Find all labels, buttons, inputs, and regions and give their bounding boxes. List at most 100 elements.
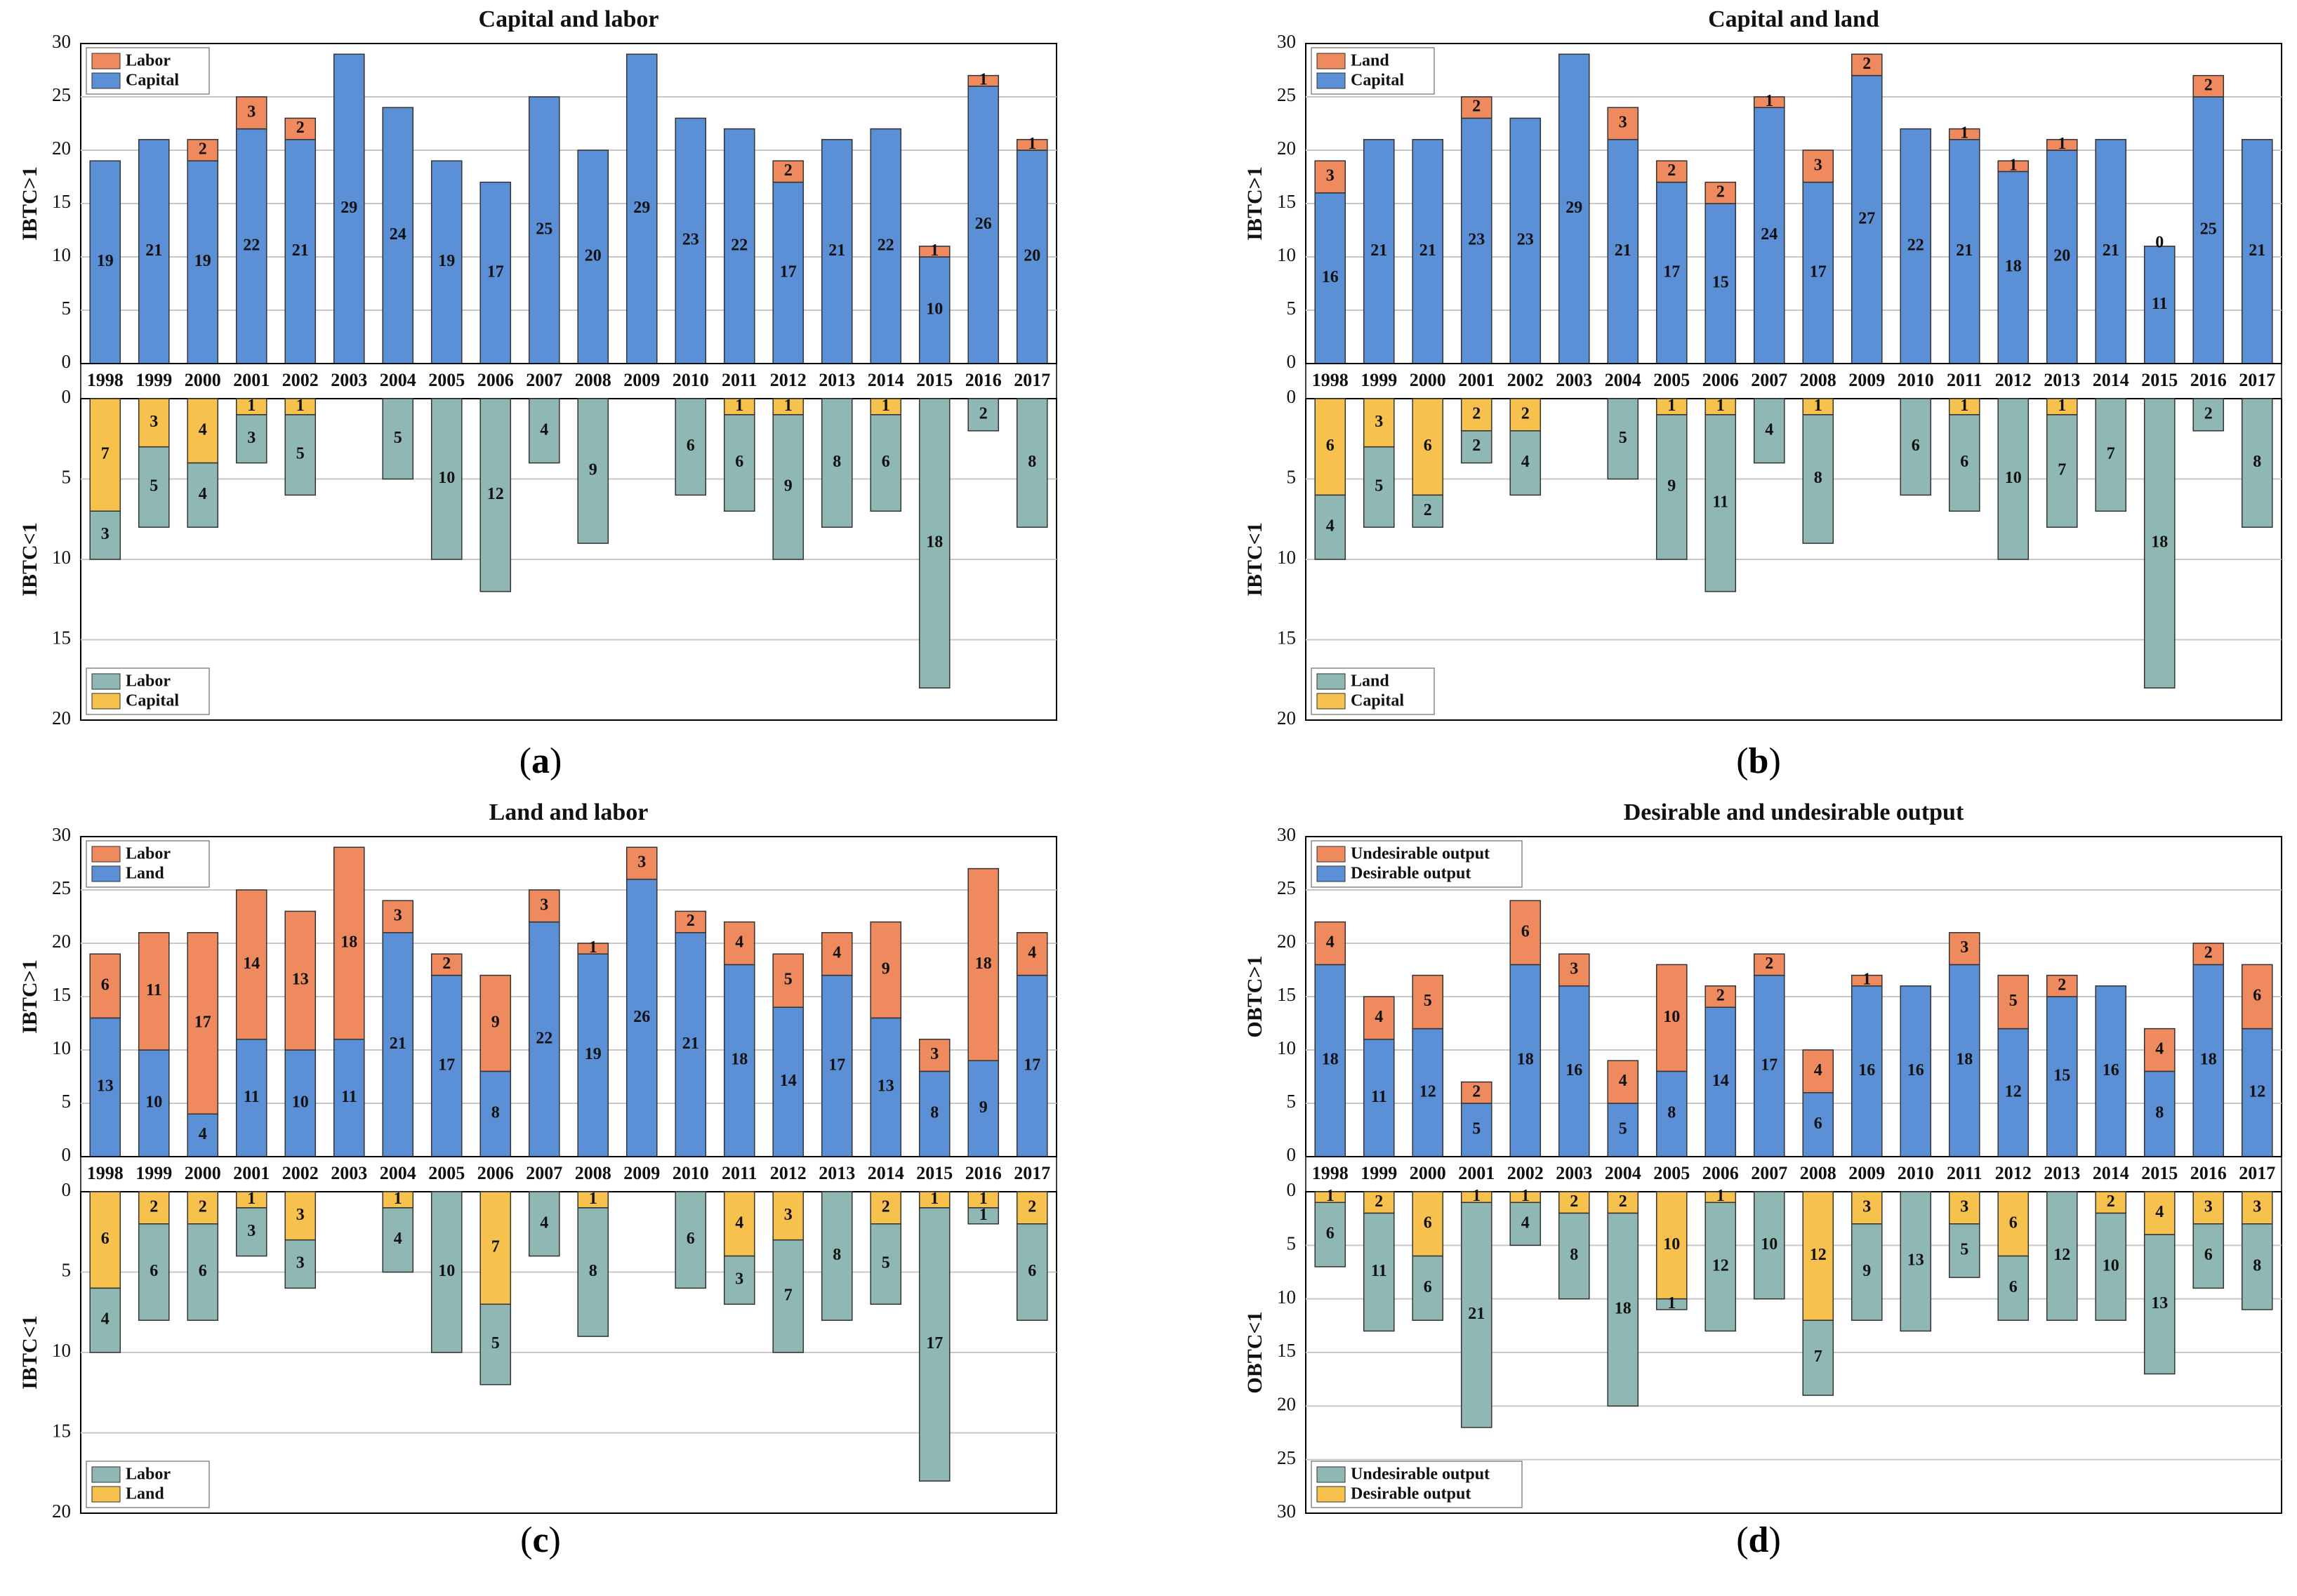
bottom-axis-label: IBTC<1 bbox=[18, 522, 41, 596]
bottom-stack-value-label: 4 bbox=[735, 1213, 743, 1232]
bottom-bar-land bbox=[284, 1191, 317, 1241]
bottom-bar-value-label: 3 bbox=[247, 429, 256, 447]
bottom-bar-value-label: 9 bbox=[589, 461, 597, 479]
bottom-bar-value-label: 6 bbox=[1960, 453, 1968, 471]
x-axis-band bbox=[80, 363, 1057, 399]
top-tick-label: 30 bbox=[52, 824, 71, 845]
x-tick-label: 2008 bbox=[575, 370, 611, 390]
bottom-bar-value-label: 4 bbox=[394, 1230, 402, 1248]
bottom-legend bbox=[1311, 1461, 1523, 1508]
top-legend-label: Capital bbox=[1351, 72, 1404, 90]
top-bar-undesirable-output bbox=[1363, 996, 1395, 1040]
x-tick-label: 2017 bbox=[1014, 370, 1050, 390]
bottom-bar-labor bbox=[430, 1191, 463, 1353]
bottom-stack-value-label: 6 bbox=[1424, 437, 1432, 455]
bottom-bar-undesirable-output bbox=[1509, 1202, 1542, 1246]
x-tick-label: 2017 bbox=[2239, 370, 2275, 390]
bottom-bar-value-label: 6 bbox=[1424, 1278, 1432, 1296]
bottom-bar-value-label: 10 bbox=[438, 1262, 455, 1280]
bottom-tick-label: 10 bbox=[1277, 1286, 1296, 1308]
x-tick-label: 2001 bbox=[233, 370, 270, 390]
bottom-bar-land bbox=[89, 1191, 121, 1289]
top-tick-label: 10 bbox=[52, 244, 71, 265]
x-tick-label: 2003 bbox=[331, 1163, 367, 1183]
bottom-stack-value-label: 10 bbox=[1663, 1235, 1680, 1253]
bottom-legend-label: Labor bbox=[126, 672, 171, 691]
top-legend-swatch bbox=[91, 846, 121, 863]
bottom-bar-land bbox=[1363, 446, 1395, 528]
bottom-bar-land bbox=[1412, 494, 1444, 528]
x-tick-label: 2007 bbox=[1751, 370, 1787, 390]
bottom-legend-swatch bbox=[91, 1486, 121, 1503]
bottom-bar-value-label: 4 bbox=[101, 1310, 110, 1329]
top-tick-label: 0 bbox=[1287, 1144, 1297, 1165]
top-bar-labor bbox=[235, 96, 267, 130]
top-bar-value-label: 17 bbox=[780, 262, 797, 281]
bottom-bar-land bbox=[1607, 398, 1639, 480]
top-bar-value-label: 17 bbox=[1663, 262, 1680, 281]
top-bar-capital bbox=[2143, 246, 2176, 364]
top-bar-value-label: 8 bbox=[2155, 1104, 2164, 1122]
x-axis-band bbox=[1305, 363, 2282, 399]
top-bar-value-label: 22 bbox=[878, 236, 894, 254]
bottom-stack-value-label: 1 bbox=[930, 1190, 939, 1208]
bottom-legend-swatch bbox=[91, 693, 121, 710]
top-stack-value-label: 2 bbox=[1862, 55, 1871, 73]
x-tick-label: 2004 bbox=[380, 370, 416, 390]
bottom-bar-land bbox=[479, 1191, 512, 1305]
top-stack-value-label: 2 bbox=[1716, 182, 1725, 201]
x-tick-label: 2017 bbox=[2239, 1163, 2275, 1183]
caption-c: (c) bbox=[520, 1520, 561, 1560]
bottom-tick-label: 0 bbox=[62, 386, 72, 407]
bottom-bar-value-label: 4 bbox=[199, 485, 207, 503]
top-axis-label: IBTC>1 bbox=[1243, 166, 1266, 240]
top-stack-value-label: 3 bbox=[1814, 156, 1822, 174]
top-tick-label: 20 bbox=[1277, 138, 1296, 159]
top-stack-value-label: 1 bbox=[2009, 156, 2018, 174]
bottom-bar-labor bbox=[821, 398, 853, 528]
bottom-bar-value-label: 8 bbox=[833, 1246, 841, 1264]
top-bar-value-label: 23 bbox=[1468, 231, 1485, 249]
top-legend-label: Capital bbox=[126, 72, 179, 90]
bottom-legend-label: Labor bbox=[126, 1465, 171, 1484]
top-bar-labor bbox=[772, 953, 805, 1008]
x-tick-label: 2014 bbox=[2093, 370, 2129, 390]
bottom-bar-land bbox=[1704, 414, 1737, 592]
top-stack-value-label: 1 bbox=[1960, 124, 1968, 142]
top-stack-value-label: 17 bbox=[194, 1013, 211, 1032]
top-bar-capital bbox=[723, 128, 755, 364]
top-bar-land bbox=[1802, 149, 1834, 183]
bottom-bar-value-label: 6 bbox=[1028, 1262, 1036, 1280]
bottom-bar-value-label: 8 bbox=[1814, 469, 1822, 487]
bottom-bar-value-label: 5 bbox=[394, 429, 402, 447]
bottom-bar-value-label: 21 bbox=[1468, 1305, 1485, 1323]
top-bar-value-label: 20 bbox=[1024, 247, 1040, 265]
bottom-bar-value-label: 10 bbox=[2103, 1256, 2119, 1275]
bottom-bar-value-label: 8 bbox=[833, 453, 841, 471]
top-bar-value-label: 11 bbox=[2152, 295, 2168, 313]
top-bar-value-label: 5 bbox=[1472, 1120, 1481, 1138]
top-bar-value-label: 26 bbox=[633, 1008, 650, 1026]
bottom-bar-labor bbox=[675, 398, 707, 496]
bottom-bar-land bbox=[870, 1191, 902, 1225]
top-tick-label: 5 bbox=[1287, 1091, 1297, 1112]
x-tick-label: 2009 bbox=[1848, 1163, 1885, 1183]
bottom-tick-label: 10 bbox=[1277, 547, 1296, 568]
top-bar-value-label: 13 bbox=[97, 1077, 114, 1096]
top-stack-value-label: 0 bbox=[2155, 233, 2164, 251]
top-stack-value-label: 3 bbox=[540, 896, 548, 914]
bottom-stack-value-label: 1 bbox=[735, 397, 743, 415]
top-legend-label: Labor bbox=[126, 52, 171, 70]
top-bar-land bbox=[430, 974, 463, 1157]
bottom-stack-value-label: 1 bbox=[247, 1190, 256, 1208]
bottom-stack-value-label: 3 bbox=[150, 413, 158, 431]
top-bar-labor bbox=[918, 1039, 951, 1072]
x-tick-label: 2002 bbox=[282, 1163, 319, 1183]
top-bar-value-label: 8 bbox=[491, 1104, 500, 1122]
x-tick-label: 2014 bbox=[868, 370, 904, 390]
top-bar-labor bbox=[235, 889, 267, 1040]
x-tick-label: 2010 bbox=[673, 370, 709, 390]
x-tick-label: 2001 bbox=[1458, 1163, 1495, 1183]
bottom-tick-label: 15 bbox=[52, 627, 71, 649]
top-bar-value-label: 18 bbox=[1322, 1051, 1339, 1069]
